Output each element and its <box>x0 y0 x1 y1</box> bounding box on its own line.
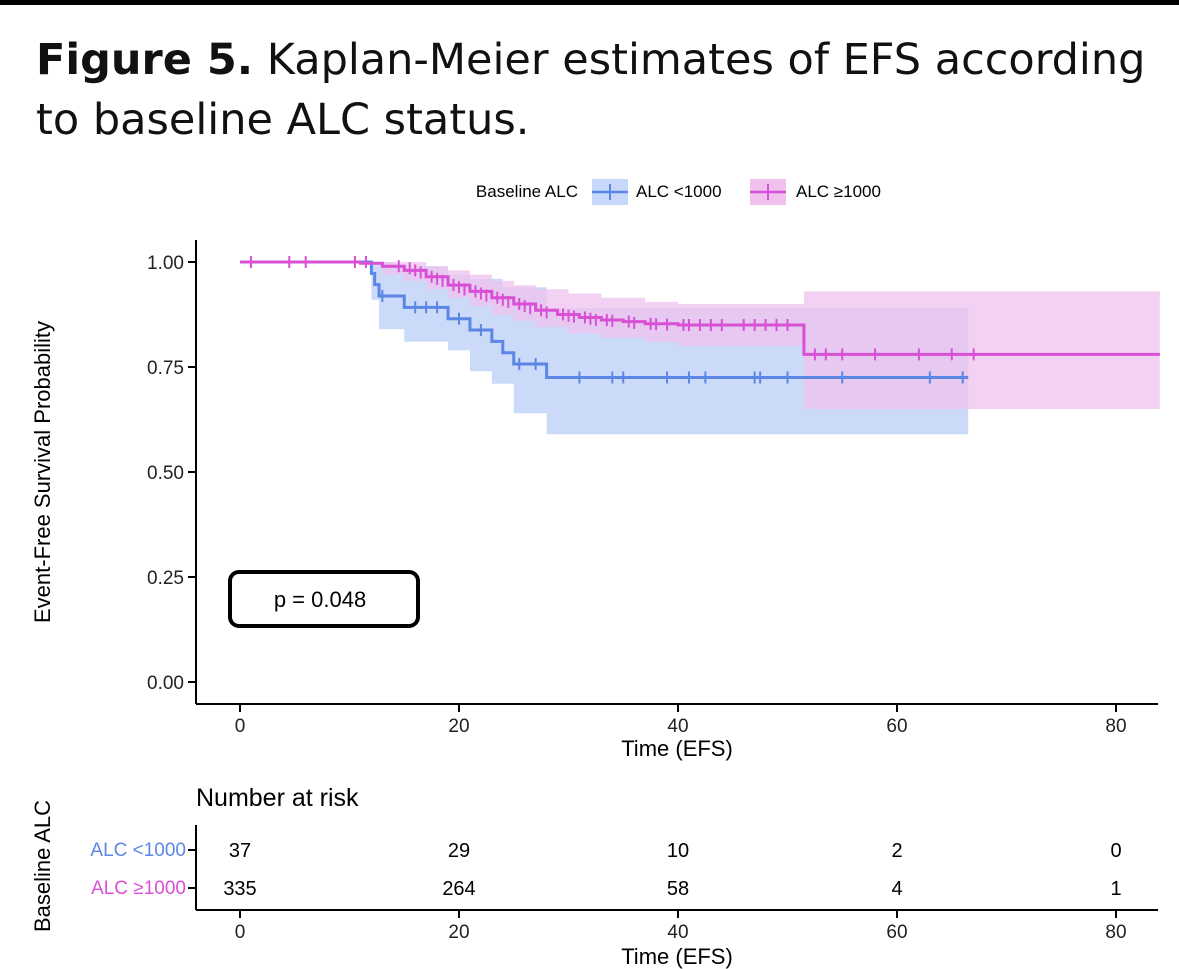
x-tick-label-0: 0 <box>235 716 246 737</box>
risk-x-tick-label-1: 20 <box>448 922 469 943</box>
x-tick-label-2: 40 <box>667 716 688 737</box>
ci-band-low <box>240 262 969 435</box>
risk-count-low-0: 37 <box>229 840 251 862</box>
risk-x-tick-label-4: 80 <box>1105 922 1126 943</box>
risk-row-label-low: ALC <1000 <box>90 840 186 861</box>
risk-count-low-1: 29 <box>448 840 470 862</box>
risk-x-axis-title: Time (EFS) <box>621 944 733 969</box>
risk-table-title: Number at risk <box>196 784 359 812</box>
risk-table-ylabel: Baseline ALC <box>30 800 55 932</box>
risk-count-high-0: 335 <box>223 878 256 900</box>
y-axis-title: Event-Free Survival Probability <box>30 321 55 623</box>
legend-title: Baseline ALC <box>476 182 578 201</box>
risk-x-tick-label-3: 60 <box>886 922 907 943</box>
x-ticks: 0 20 40 60 80 <box>235 704 1127 737</box>
x-tick-label-3: 60 <box>886 716 907 737</box>
figure-caption: Figure 5. Kaplan-Meier estimates of EFS … <box>36 30 1156 150</box>
risk-x-tick-label-2: 40 <box>667 922 688 943</box>
y-tick-label-0: 0.00 <box>147 673 184 694</box>
figure-label: Figure 5. <box>36 35 254 85</box>
x-tick-label-4: 80 <box>1105 716 1126 737</box>
legend-entry-low: ALC <1000 <box>636 182 722 201</box>
y-tick-label-1: 0.25 <box>147 568 184 589</box>
risk-count-low-2: 10 <box>667 840 689 862</box>
y-tick-label-4: 1.00 <box>147 253 184 274</box>
x-tick-label-1: 20 <box>448 716 469 737</box>
risk-x-tick-label-0: 0 <box>235 922 246 943</box>
p-value-box <box>228 570 420 628</box>
figure-caption-text: Kaplan-Meier estimates of EFS according … <box>36 35 1146 145</box>
p-value-text: p = 0.048 <box>274 587 366 612</box>
risk-count-low-4: 0 <box>1110 840 1121 862</box>
y-tick-label-3: 0.75 <box>147 358 184 379</box>
legend: Baseline ALC ALC <1000 ALC ≥1000 <box>476 179 881 205</box>
legend-entry-high: ALC ≥1000 <box>796 182 881 201</box>
y-tick-label-2: 0.50 <box>147 463 184 484</box>
y-ticks: 0.00 0.25 0.50 0.75 1.00 <box>147 253 196 694</box>
risk-count-high-3: 4 <box>891 878 902 900</box>
top-rule <box>0 0 1179 5</box>
risk-count-high-2: 58 <box>667 878 689 900</box>
censor-marks <box>249 256 975 384</box>
risk-count-high-1: 264 <box>442 878 475 900</box>
risk-count-high-4: 1 <box>1110 878 1121 900</box>
x-axis-title: Time (EFS) <box>621 736 733 761</box>
risk-count-low-3: 2 <box>891 840 902 862</box>
risk-row-label-high: ALC ≥1000 <box>91 878 186 899</box>
